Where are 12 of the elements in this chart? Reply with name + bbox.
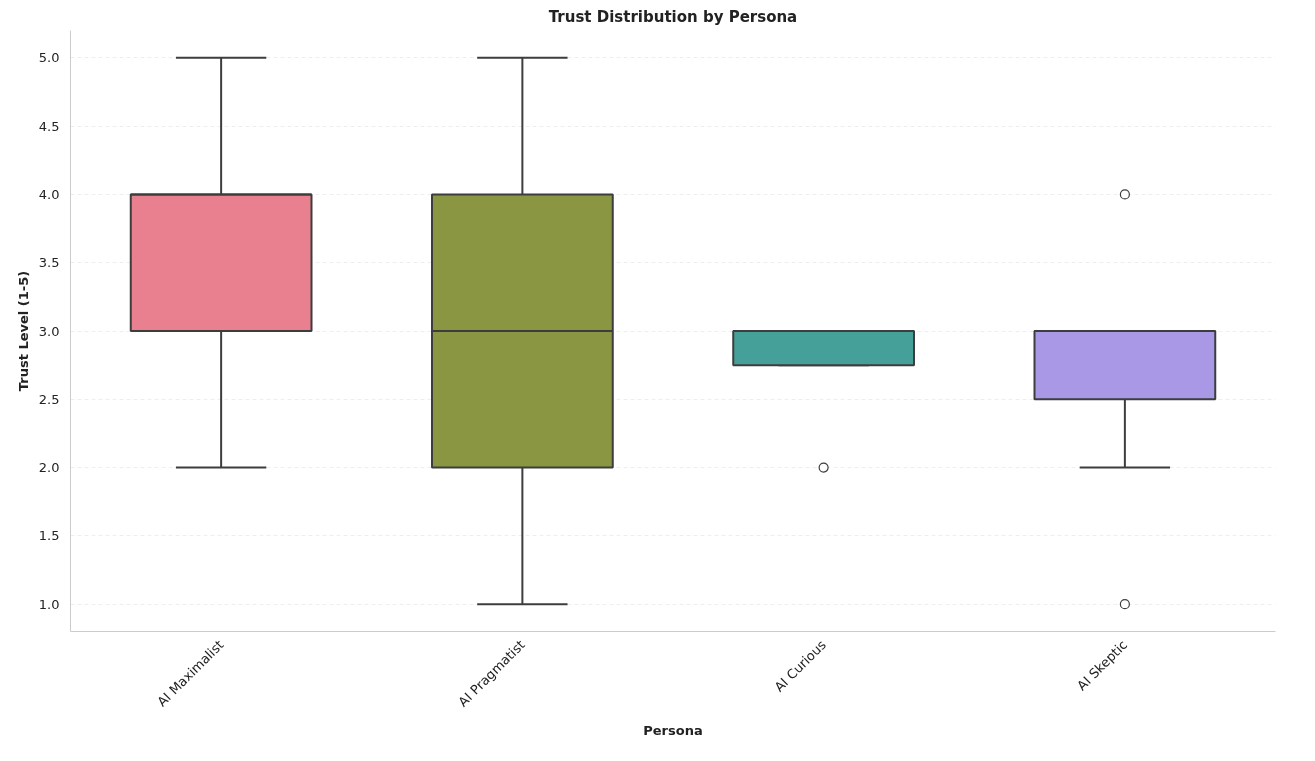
- y-tick-label: 5.0: [38, 50, 60, 66]
- y-tick-label: 3.0: [38, 323, 60, 339]
- y-tick-label: 3.5: [38, 255, 60, 271]
- y-axis-title: Trust Level (1-5): [15, 270, 31, 392]
- y-tick-label: 1.0: [38, 596, 60, 612]
- y-tick-label: 1.5: [38, 528, 60, 544]
- y-tick-label: 2.5: [38, 391, 60, 407]
- y-tick-label: 4.0: [38, 186, 60, 202]
- y-tick-label: 2.0: [38, 460, 60, 476]
- x-axis-title: Persona: [643, 722, 703, 738]
- y-tick-label: 4.5: [38, 118, 60, 134]
- chart-title: Trust Distribution by Persona: [548, 7, 798, 26]
